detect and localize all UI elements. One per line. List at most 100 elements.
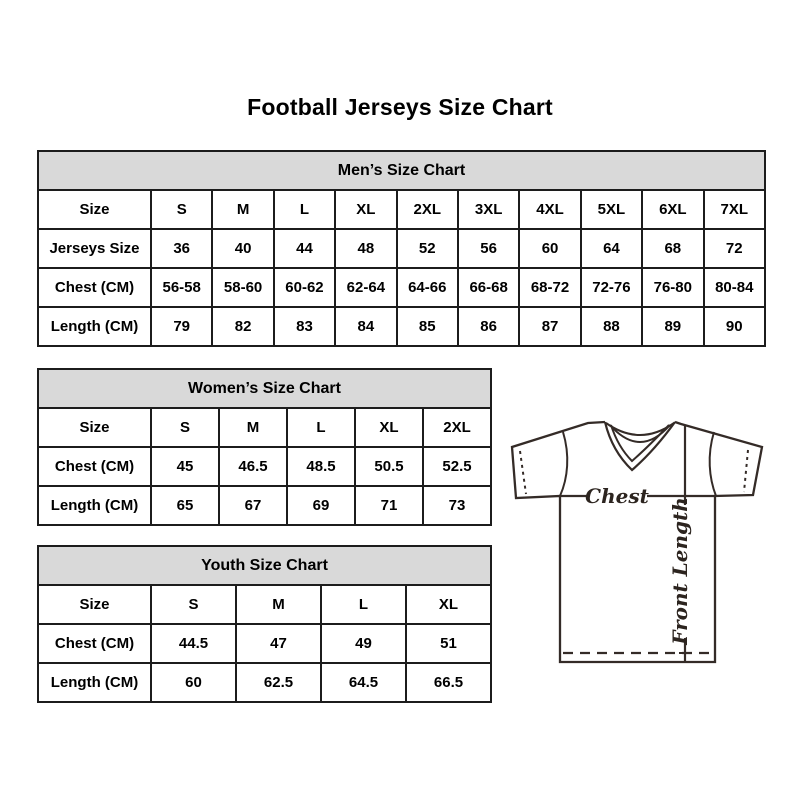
table-cell: 72 [702, 228, 767, 269]
table-cell: 6XL [641, 189, 705, 230]
table-row: Length (CM) 60 62.5 64.5 66.5 [37, 662, 492, 703]
table-cell: 45 [150, 446, 220, 487]
table-cell: 88 [579, 306, 644, 347]
row-label: Chest (CM) [37, 267, 152, 308]
table-cell: 2XL [395, 189, 459, 230]
table-cell: 64-66 [395, 267, 459, 308]
table-cell: 79 [149, 306, 214, 347]
table-cell: XL [405, 584, 492, 625]
table-cell: 46.5 [218, 446, 288, 487]
table-cell: 82 [211, 306, 275, 347]
table-row: Chest (CM) 56-58 58-60 60-62 62-64 64-66 66-68… [37, 267, 767, 308]
jersey-outline [510, 420, 764, 664]
table-title: Women’s Size Chart [37, 368, 492, 409]
table-cell: 50.5 [354, 446, 424, 487]
table-cell: 64.5 [320, 662, 407, 703]
youth-size-chart-table: Youth Size Chart Size S M L XL Chest (CM) 44.5 4… [37, 545, 492, 703]
table-cell: 60-62 [272, 267, 337, 308]
table-cell: L [286, 407, 356, 448]
table-cell: M [218, 407, 288, 448]
table-cell: 5XL [579, 189, 644, 230]
table-cell: 48.5 [286, 446, 356, 487]
table-title: Youth Size Chart [37, 545, 492, 586]
table-cell: 3XL [456, 189, 521, 230]
table-row: Size S M L XL 2XL 3XL 4XL 5XL 6XL 7XL [37, 189, 767, 230]
table-title-row: Youth Size Chart [37, 545, 492, 586]
table-row: Length (CM) 65 67 69 71 73 [37, 485, 492, 526]
table-cell: 62.5 [235, 662, 322, 703]
table-title: Men’s Size Chart [37, 150, 766, 191]
table-cell: 86 [456, 306, 521, 347]
table-cell: S [149, 189, 214, 230]
jersey-right-cuff-dashed-line [743, 449, 749, 493]
table-cell: 58-60 [211, 267, 275, 308]
table-cell: 85 [395, 306, 459, 347]
table-cell: 67 [218, 485, 288, 526]
table-cell: 73 [422, 485, 492, 526]
jersey-vneck-inner [610, 424, 670, 463]
table-cell: 90 [702, 306, 767, 347]
table-row: Size S M L XL 2XL [37, 407, 492, 448]
table-cell: XL [334, 189, 398, 230]
table-row: Jerseys Size 36 40 44 48 52 56 60 64 68 72 [37, 228, 767, 269]
table-cell: 68 [641, 228, 705, 269]
table-row: Size S M L XL [37, 584, 492, 625]
table-cell: 62-64 [334, 267, 398, 308]
table-cell: L [272, 189, 337, 230]
table-cell: 40 [211, 228, 275, 269]
table-title-row: Men’s Size Chart [37, 150, 766, 191]
table-row: Length (CM) 79 82 83 84 85 86 87 88 89 90 [37, 306, 767, 347]
jersey-left-seam [559, 431, 569, 497]
row-label: Jerseys Size [37, 228, 152, 269]
jersey-right-seam [708, 431, 717, 497]
table-cell: S [150, 407, 220, 448]
table-cell: 51 [405, 623, 492, 664]
jersey-measurement-diagram: Chest Front Length [510, 420, 764, 664]
table-cell: 68-72 [518, 267, 582, 308]
table-cell: 60 [518, 228, 582, 269]
table-cell: 44.5 [150, 623, 237, 664]
table-cell: 52 [395, 228, 459, 269]
row-label: Length (CM) [37, 306, 152, 347]
row-label: Size [37, 584, 152, 625]
table-cell: 76-80 [641, 267, 705, 308]
table-cell: S [150, 584, 237, 625]
table-cell: 64 [579, 228, 644, 269]
table-cell: 56-58 [149, 267, 214, 308]
table-cell: 36 [149, 228, 214, 269]
table-cell: L [320, 584, 407, 625]
table-title-row: Women’s Size Chart [37, 368, 492, 409]
chest-label: Chest [585, 484, 649, 508]
row-label: Size [37, 189, 152, 230]
table-cell: 80-84 [702, 267, 767, 308]
table-cell: 52.5 [422, 446, 492, 487]
table-cell: 48 [334, 228, 398, 269]
row-label: Size [37, 407, 152, 448]
table-cell: 69 [286, 485, 356, 526]
page-title: Football Jerseys Size Chart [247, 94, 553, 120]
table-cell: 83 [272, 306, 337, 347]
table-cell: 56 [456, 228, 521, 269]
row-label: Length (CM) [37, 662, 152, 703]
table-cell: 72-76 [579, 267, 644, 308]
table-cell: 71 [354, 485, 424, 526]
table-row: Chest (CM) 44.5 47 49 51 [37, 623, 492, 664]
table-cell: 49 [320, 623, 407, 664]
table-cell: 44 [272, 228, 337, 269]
row-label: Chest (CM) [37, 623, 152, 664]
jersey-left-cuff-dashed-line [519, 450, 527, 495]
table-cell: 87 [518, 306, 582, 347]
table-cell: 66-68 [456, 267, 521, 308]
table-cell: M [211, 189, 275, 230]
table-cell: M [235, 584, 322, 625]
row-label: Length (CM) [37, 485, 152, 526]
table-cell: 89 [641, 306, 705, 347]
row-label: Chest (CM) [37, 446, 152, 487]
front-length-label: Front Length [668, 497, 692, 646]
table-cell: XL [354, 407, 424, 448]
table-cell: 2XL [422, 407, 492, 448]
table-cell: 84 [334, 306, 398, 347]
table-cell: 7XL [702, 189, 767, 230]
mens-size-chart-table: Men’s Size Chart Size S M L XL 2XL 3XL 4XL 5XL 6XL… [37, 150, 767, 347]
table-cell: 66.5 [405, 662, 492, 703]
